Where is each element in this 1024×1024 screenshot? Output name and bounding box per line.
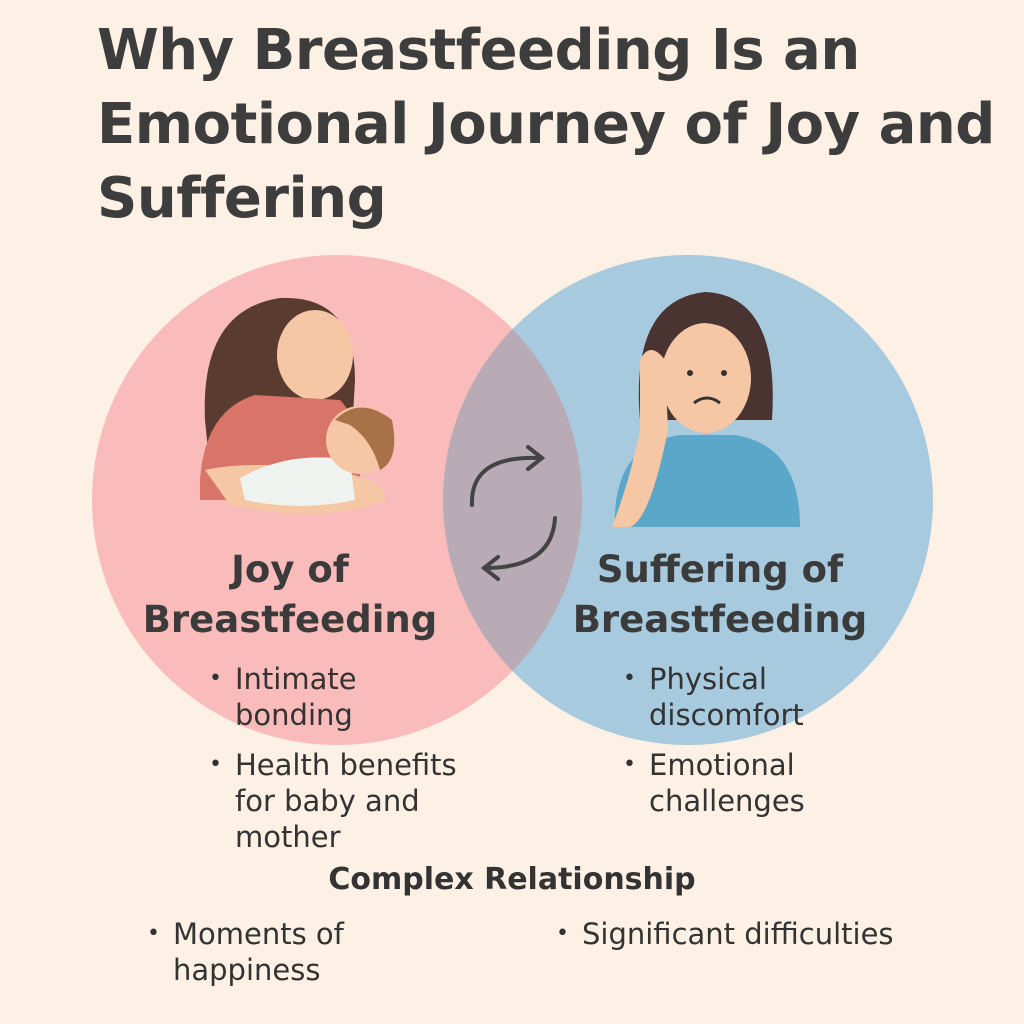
suffering-heading-line2: Breastfeeding [572,598,868,641]
list-item: Physical discomfort [623,661,819,733]
cycle-arrows-icon [469,445,557,581]
joy-bullets: Intimate bonding Health benefits for bab… [209,661,479,869]
joy-heading: Joy of Breastfeeding [140,545,440,645]
complex-bullets-right: Significant difficulties [556,916,956,966]
complex-bullets-left: Moments of happiness [147,916,387,1002]
list-item: Intimate bonding [209,661,385,733]
list-item: Significant difficulties [556,916,956,952]
page-title: Why Breastfeeding Is an Emotional Journe… [97,18,995,231]
list-item: Emotional challenges [623,747,819,819]
suffering-heading-line1: Suffering of [596,548,844,591]
suffering-bullets: Physical discomfort Emotional challenges [623,661,843,833]
joy-heading-line2: Breastfeeding [142,598,438,641]
sad-woman-illustration [612,292,800,527]
list-item: Moments of happiness [147,916,373,988]
joy-heading-line1: Joy of [231,548,349,591]
suffering-heading: Suffering of Breastfeeding [570,545,870,645]
mother-nursing-baby-illustration [200,297,395,514]
complex-heading: Complex Relationship [328,862,696,897]
list-item: Health benefits for baby and mother [209,747,479,855]
